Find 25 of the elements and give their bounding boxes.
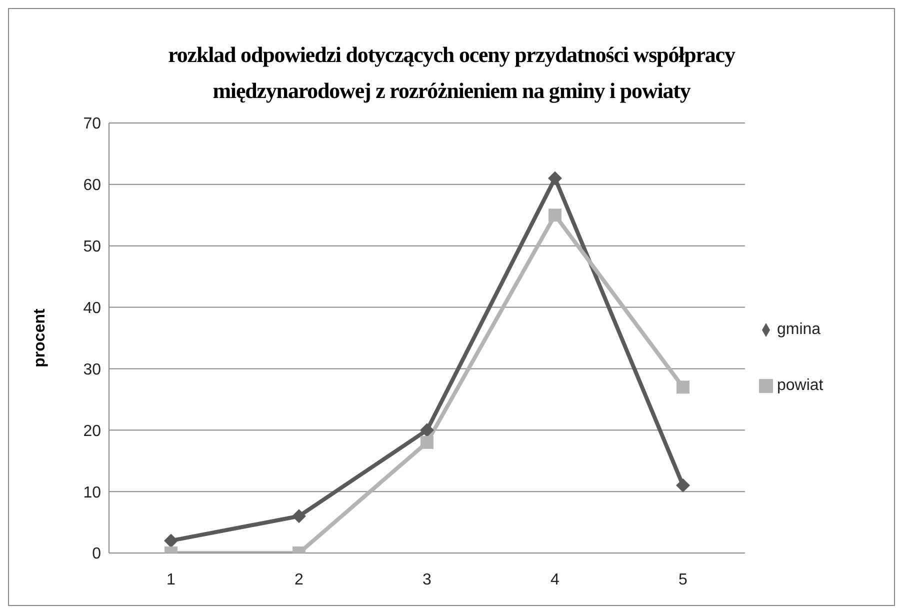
- point: [420, 423, 434, 438]
- y-tick-label: 50: [83, 238, 102, 256]
- point: [548, 171, 562, 186]
- point: [292, 509, 306, 524]
- y-axis-title: procent: [32, 308, 49, 368]
- point: [164, 534, 178, 548]
- y-tick-label: 30: [83, 361, 102, 378]
- y-tick-label: 10: [83, 484, 102, 502]
- x-tick-label: 5: [678, 571, 688, 588]
- x-tick-label: 4: [550, 571, 560, 588]
- point: [676, 478, 690, 492]
- y-tick-label: 0: [92, 546, 102, 563]
- legend-label: powiat: [777, 377, 824, 394]
- x-tick-label: 1: [166, 571, 176, 588]
- y-tick-label: 40: [83, 300, 102, 317]
- point: [548, 208, 562, 222]
- chart-title: rozklad odpowiedzi dotyczących oceny przydatności współpracy międzynarodowej z rozróżnieniem na gminy i powiaty: [167, 41, 736, 105]
- x-tick-label: 3: [422, 571, 432, 588]
- y-tick-label: 60: [83, 177, 102, 194]
- legend-label: gmina: [777, 321, 821, 338]
- y-tick-label: 20: [83, 422, 102, 440]
- point: [420, 436, 434, 449]
- y-tick-label: 70: [83, 116, 102, 133]
- point: [676, 380, 690, 394]
- x-tick-label: 2: [294, 571, 304, 588]
